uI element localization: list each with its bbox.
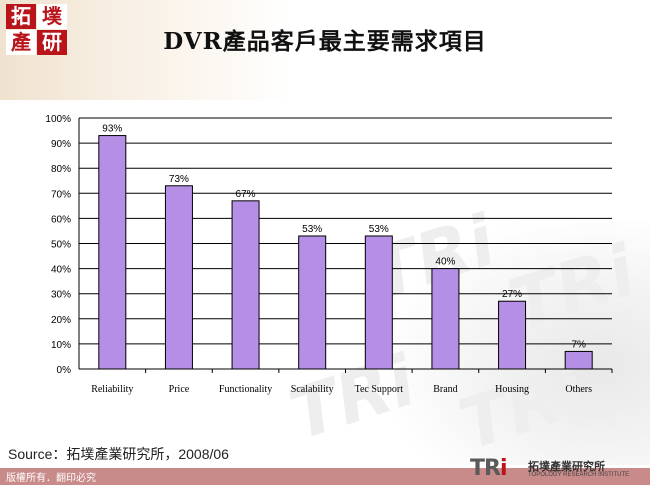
y-tick-label: 80% [51,164,71,175]
chart-labels: 0% 10% 20% 30% 40% 50% 60% 70% 80% 90% 100% 93% Reli… [45,114,592,395]
logo-char: 產 [6,30,36,55]
logo-char: 墣 [37,4,67,29]
bar [231,200,260,370]
x-tick-label: Others [565,384,592,395]
x-tick-label: Tec Support [355,384,404,395]
y-tick-label: 100% [45,114,71,125]
y-tick-label: 30% [51,290,71,301]
x-tick-label: Scalability [291,384,334,395]
logo-char: 拓 [6,4,36,29]
data-label: 53% [369,224,389,235]
bar [498,300,527,370]
x-tick-label: Housing [495,384,529,395]
x-tick-label: Functionality [219,384,272,395]
bar [564,350,593,370]
header-background [0,0,650,100]
company-logo: 拓 墣 產 研 [6,4,68,56]
y-tick-label: 0% [57,365,72,376]
data-label: 53% [302,224,322,235]
y-tick-label: 10% [51,340,71,351]
data-label: 27% [502,289,522,300]
bar [164,185,193,370]
chart-bars [98,135,593,370]
bar [298,235,327,370]
data-label: 7% [571,339,586,350]
data-label: 93% [102,124,122,135]
footer-bar [0,468,650,485]
y-tick-label: 70% [51,189,71,200]
bar [431,268,460,370]
tri-logo-name-cn: 拓墣產業研究所 [528,460,605,473]
tri-logo-name-en: TOPOLOGY RESEARCH INSTITUTE [528,472,630,478]
source-note: Source：拓墣產業研究所，2008/06 [8,446,229,462]
chart-grid [78,117,613,373]
copyright-text: 版權所有．翻印必究 [6,473,96,484]
page-title: DVR產品客戶最主要需求項目 [163,28,487,55]
x-tick-label: Brand [433,384,457,395]
logo-char: 研 [37,30,67,55]
y-tick-label: 60% [51,214,71,225]
y-tick-label: 90% [51,139,71,150]
y-tick-label: 20% [51,315,71,326]
y-tick-label: 50% [51,240,71,251]
data-label: 73% [169,174,189,185]
bar [364,235,393,370]
data-label: 40% [435,257,455,268]
bar [98,135,127,370]
x-tick-label: Reliability [91,384,133,395]
x-tick-label: Price [169,384,190,395]
data-label: 67% [236,189,256,200]
y-tick-label: 40% [51,265,71,276]
tri-logo-mark: TRi [470,456,507,481]
